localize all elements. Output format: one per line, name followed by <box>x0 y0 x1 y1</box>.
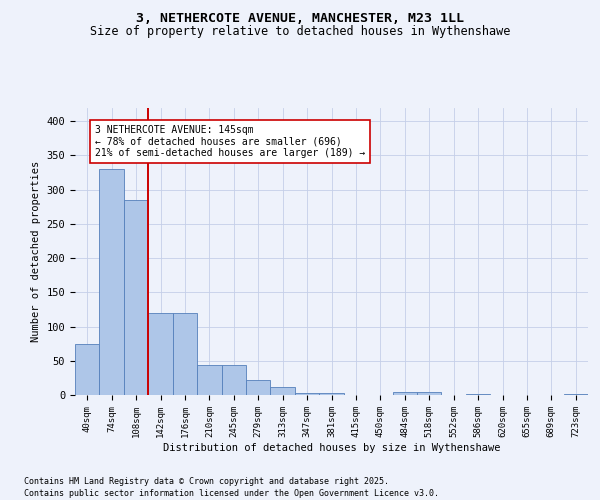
Bar <box>246 380 271 395</box>
Bar <box>466 394 490 395</box>
Text: 3 NETHERCOTE AVENUE: 145sqm
← 78% of detached houses are smaller (696)
21% of se: 3 NETHERCOTE AVENUE: 145sqm ← 78% of det… <box>95 124 365 158</box>
Bar <box>295 393 319 395</box>
Y-axis label: Number of detached properties: Number of detached properties <box>31 160 41 342</box>
Bar <box>148 313 173 395</box>
Bar <box>100 169 124 395</box>
Bar <box>124 200 148 395</box>
Text: Contains public sector information licensed under the Open Government Licence v3: Contains public sector information licen… <box>24 489 439 498</box>
Bar <box>392 392 417 395</box>
Bar <box>197 365 221 395</box>
Bar <box>417 392 442 395</box>
Bar <box>563 394 588 395</box>
Bar <box>271 387 295 395</box>
Bar <box>173 313 197 395</box>
Bar <box>319 393 344 395</box>
Text: Size of property relative to detached houses in Wythenshawe: Size of property relative to detached ho… <box>90 25 510 38</box>
Bar <box>221 365 246 395</box>
Text: Contains HM Land Registry data © Crown copyright and database right 2025.: Contains HM Land Registry data © Crown c… <box>24 478 389 486</box>
Text: 3, NETHERCOTE AVENUE, MANCHESTER, M23 1LL: 3, NETHERCOTE AVENUE, MANCHESTER, M23 1L… <box>136 12 464 26</box>
X-axis label: Distribution of detached houses by size in Wythenshawe: Distribution of detached houses by size … <box>163 442 500 452</box>
Bar <box>75 344 100 395</box>
